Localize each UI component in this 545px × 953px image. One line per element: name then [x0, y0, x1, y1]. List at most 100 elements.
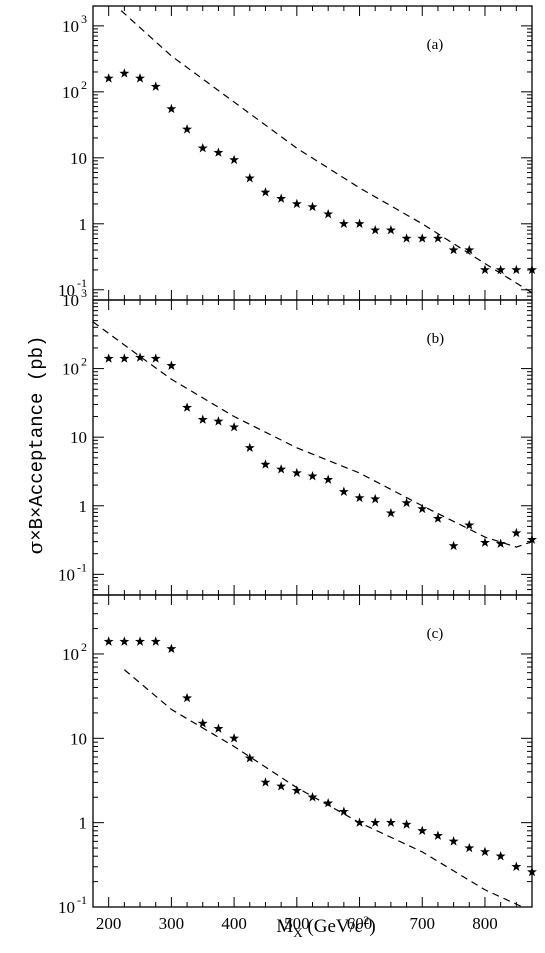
- star-point: [370, 224, 381, 235]
- star-point: [213, 416, 224, 426]
- star-point: [182, 402, 193, 412]
- y-tick-mantissa: 10: [58, 565, 75, 584]
- star-point: [417, 825, 428, 836]
- star-point: [480, 264, 490, 275]
- y-axis-title-sigma: σ: [23, 540, 47, 554]
- star-point: [244, 753, 255, 763]
- y-tick-exponent: 2: [81, 640, 87, 654]
- star-point: [103, 73, 114, 83]
- star-point: [495, 264, 506, 275]
- y-tick-exponent: 2: [81, 78, 87, 92]
- star-point: [385, 224, 396, 235]
- star-point: [150, 81, 161, 91]
- star-point: [417, 233, 428, 243]
- y-tick-exponent: 3: [81, 286, 87, 300]
- star-point: [432, 830, 443, 840]
- y-tick-mantissa: 1: [79, 814, 88, 833]
- star-point: [276, 193, 287, 203]
- x-axis-title-units-c: c: [355, 916, 364, 937]
- y-tick-mantissa: 10: [62, 291, 79, 310]
- star-point: [480, 537, 490, 547]
- y-tick-mantissa: 10: [58, 898, 75, 917]
- star-point: [323, 798, 334, 808]
- y-axis-title: σ×B×Acceptance (pb): [23, 336, 48, 555]
- star-point: [338, 806, 349, 816]
- star-point: [276, 781, 287, 791]
- star-point: [166, 360, 177, 370]
- star-point: [119, 636, 130, 646]
- star-point: [244, 173, 255, 183]
- x-axis-title: MX (GeV/c2): [276, 913, 375, 940]
- star-point: [213, 147, 224, 157]
- star-point: [401, 497, 412, 508]
- star-point: [432, 233, 443, 243]
- x-tick-label: 500: [284, 914, 310, 933]
- y-tick-label: 10: [70, 428, 87, 447]
- plot-frame: [92, 299, 533, 596]
- y-tick-label: 10 2: [62, 355, 87, 379]
- y-tick-mantissa: 10: [62, 17, 79, 36]
- x-axis-title-main: M: [276, 916, 293, 937]
- y-tick-label: 1: [79, 215, 88, 234]
- star-point: [307, 201, 318, 212]
- star-point: [385, 817, 396, 827]
- y-tick-mantissa: 10: [58, 281, 75, 300]
- star-point: [135, 636, 145, 646]
- star-point: [197, 718, 208, 728]
- star-point: [511, 264, 522, 275]
- star-point: [166, 643, 177, 654]
- star-point: [213, 723, 224, 733]
- star-point: [417, 503, 428, 514]
- y-tick-mantissa: 10: [62, 645, 79, 664]
- y-tick-mantissa: 1: [79, 215, 88, 234]
- y-tick-label: 10 -1: [58, 560, 87, 584]
- star-point: [527, 534, 537, 544]
- plot-frame: [92, 5, 533, 301]
- x-tick-label: 400: [221, 914, 247, 933]
- star-point: [432, 513, 443, 523]
- star-point: [244, 442, 255, 453]
- star-point: [338, 486, 349, 496]
- star-point: [323, 208, 334, 219]
- y-tick-label: 10 2: [62, 78, 87, 102]
- star-point: [480, 846, 490, 857]
- star-point: [448, 244, 459, 255]
- x-tick-label: 600: [347, 914, 373, 933]
- star-point: [103, 353, 114, 363]
- y-tick-label: 10 3: [62, 286, 87, 310]
- star-point: [401, 233, 412, 243]
- star-point: [338, 218, 349, 229]
- x-tick-label: 800: [472, 914, 498, 933]
- x-axis-title-units-close: ): [369, 916, 375, 937]
- panel-label: (b): [427, 331, 445, 347]
- star-point: [307, 470, 318, 481]
- y-tick-label: 1: [79, 814, 88, 833]
- star-point: [354, 218, 365, 229]
- plot-frame: [92, 594, 533, 908]
- dashed-curve: [93, 321, 532, 548]
- star-point: [401, 819, 412, 829]
- y-tick-label: 10 -1: [58, 893, 87, 917]
- star-point: [229, 421, 240, 432]
- y-tick-mantissa: 10: [62, 83, 79, 102]
- y-tick-label: 10: [70, 729, 87, 748]
- y-tick-exponent: -1: [77, 276, 87, 290]
- star-point: [229, 733, 240, 743]
- y-tick-mantissa: 10: [70, 149, 87, 168]
- star-point: [182, 124, 193, 134]
- star-point: [291, 785, 302, 795]
- star-point: [385, 507, 396, 518]
- star-point: [448, 836, 459, 846]
- x-tick-label: 300: [159, 914, 185, 933]
- y-tick-mantissa: 10: [62, 360, 79, 379]
- star-point: [495, 851, 506, 861]
- y-tick-label: 1: [79, 497, 88, 516]
- x-axis-title-units-open: (GeV/: [303, 916, 356, 937]
- star-point: [260, 777, 271, 787]
- star-point: [119, 353, 130, 363]
- star-point: [464, 842, 475, 853]
- star-point: [166, 103, 177, 114]
